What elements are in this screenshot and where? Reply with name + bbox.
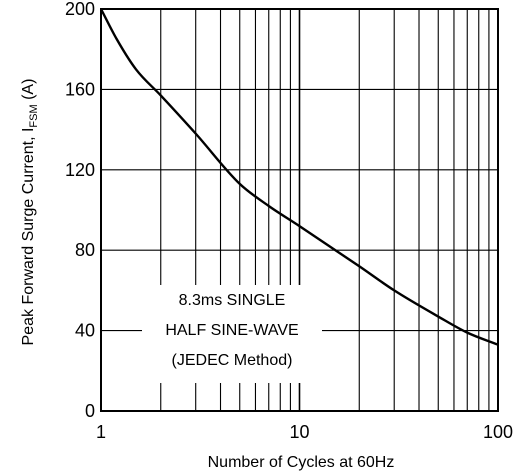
plot-frame xyxy=(100,8,499,412)
x-tick-label: 10 xyxy=(289,422,309,442)
y-axis-label-main: Peak Forward Surge Current, I xyxy=(20,128,37,346)
y-tick-label: 80 xyxy=(75,240,95,260)
y-tick-label: 200 xyxy=(65,0,95,19)
surge-current-curve xyxy=(99,8,499,346)
y-tick-label: 40 xyxy=(75,321,95,341)
x-tick-label: 1 xyxy=(96,422,106,442)
annotation-line-2: HALF SINE-WAVE xyxy=(165,322,298,339)
y-axis-label: Peak Forward Surge Current, IFSM (A) xyxy=(20,79,40,346)
y-tick-label: 120 xyxy=(65,160,95,180)
y-axis-label-subscript: FSM xyxy=(28,104,40,127)
x-tick-labels: 1 10 100 xyxy=(96,422,513,442)
annotation-line-3: (JEDEC Method) xyxy=(172,352,293,369)
y-tick-label: 160 xyxy=(65,79,95,99)
x-tick-label: 100 xyxy=(483,422,513,442)
y-axis-label-unit: (A) xyxy=(20,79,37,105)
curve-layer xyxy=(99,8,499,346)
x-axis-label: Number of Cycles at 60Hz xyxy=(208,454,395,471)
annotation-background xyxy=(142,285,322,383)
y-tick-label: 0 xyxy=(85,401,95,421)
y-tick-labels: 0 40 80 120 160 200 xyxy=(65,0,95,421)
annotation-line-1: 8.3ms SINGLE xyxy=(179,292,286,309)
